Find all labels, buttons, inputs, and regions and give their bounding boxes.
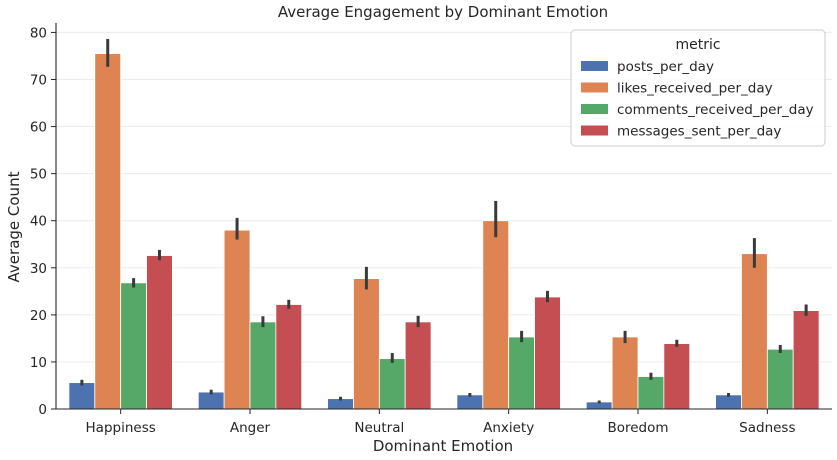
legend-title: metric	[675, 37, 720, 53]
legend-label: comments_received_per_day	[617, 102, 814, 118]
legend: metric posts_per_day likes_received_per_d…	[570, 29, 826, 147]
y-tick-label: 70	[30, 72, 47, 88]
bar	[275, 304, 303, 410]
bar	[223, 229, 251, 410]
legend-label: likes_received_per_day	[617, 81, 773, 97]
bar	[715, 394, 742, 410]
bar	[249, 321, 277, 410]
bar	[353, 278, 380, 410]
bar	[637, 376, 665, 410]
legend-items: posts_per_day likes_received_per_daycomme…	[581, 59, 814, 140]
bar	[197, 391, 225, 410]
bar	[663, 343, 691, 410]
x-ticks: Happiness Anger Neutral Anxiety Boredom Sadne…	[86, 409, 796, 436]
bars	[68, 53, 820, 410]
x-tick-label: Anger	[230, 420, 271, 436]
y-tick-label: 0	[38, 402, 47, 418]
y-tick-label: 50	[30, 167, 47, 183]
chart-title: Average Engagement by Dominant Emotion	[278, 3, 608, 21]
bar	[482, 220, 510, 410]
y-tick-label: 30	[30, 261, 47, 277]
legend-frame	[570, 29, 826, 147]
y-tick-label: 20	[30, 308, 47, 324]
x-axis-label: Dominant Emotion	[373, 437, 513, 455]
bar	[404, 321, 432, 410]
error-bars	[80, 39, 808, 404]
x-tick-label: Boredom	[607, 420, 668, 436]
bar	[94, 53, 122, 410]
legend-swatch	[581, 125, 608, 136]
axes	[55, 23, 832, 410]
y-axis-label: Average Count	[5, 171, 23, 282]
legend-label: messages_sent_per_day	[617, 124, 781, 140]
x-tick-label: Sadness	[739, 420, 795, 436]
x-tick-label: Happiness	[86, 420, 156, 436]
legend-label: posts_per_day	[617, 59, 714, 75]
y-tick-label: 40	[30, 214, 47, 230]
bar	[378, 358, 406, 410]
x-tick-label: Anxiety	[483, 420, 534, 436]
bar	[120, 282, 147, 410]
grid-lines	[56, 31, 832, 410]
bar	[611, 336, 639, 410]
bar	[68, 382, 96, 410]
bar	[534, 296, 561, 410]
bar	[146, 255, 173, 410]
y-tick-label: 60	[30, 120, 47, 136]
x-tick-label: Neutral	[354, 420, 404, 436]
y-ticks: 0 10 20 30 40 50 60 70 80	[30, 25, 56, 418]
bar	[456, 394, 484, 410]
bar	[792, 310, 820, 410]
bar	[741, 253, 768, 410]
legend-swatch	[581, 104, 608, 114]
legend-swatch	[581, 61, 608, 71]
y-tick-label: 80	[30, 25, 47, 41]
bar	[508, 336, 535, 410]
y-tick-label: 10	[30, 355, 47, 371]
bar	[766, 348, 794, 410]
legend-swatch	[581, 82, 608, 93]
